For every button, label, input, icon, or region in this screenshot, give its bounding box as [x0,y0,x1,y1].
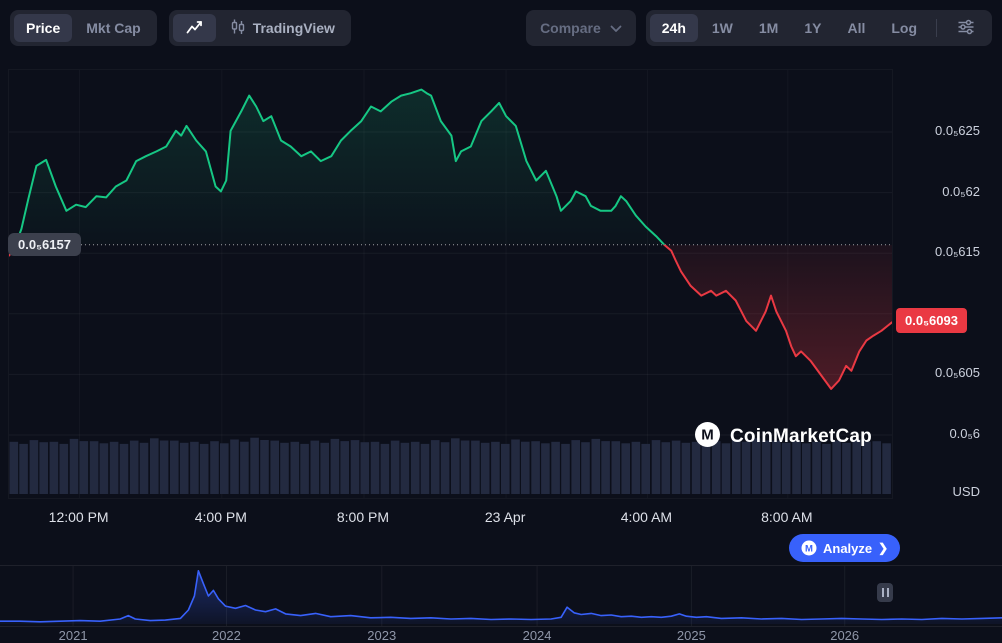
y-axis-label: 0.0₅605 [935,365,980,381]
svg-text:M: M [805,543,813,554]
analyze-button[interactable]: M Analyze ❯ [789,534,901,562]
toolbar-right: Compare 24h 1W 1M 1Y All Log [526,10,992,46]
chart-settings-button[interactable] [944,14,988,42]
range-navigator[interactable] [0,565,1002,627]
chart-type-toggle: TradingView [168,10,351,46]
open-price-badge: 0.0₅6157 [8,233,81,256]
tradingview-button[interactable]: TradingView [218,14,347,42]
toolbar-divider [936,19,937,37]
last-price-badge: 0.0₅6093 [896,308,967,333]
log-scale-toggle[interactable]: Log [879,14,929,42]
range-1w[interactable]: 1W [700,14,745,42]
range-selector-group: 24h 1W 1M 1Y All Log [645,10,992,46]
analyze-logo-icon: M [801,540,817,556]
year-axis-label: 2026 [830,628,860,643]
price-chart-canvas[interactable] [9,70,892,498]
chevron-down-icon [610,20,622,36]
range-1y[interactable]: 1Y [792,14,833,42]
range-navigator-canvas[interactable] [0,566,1002,626]
range-handle[interactable] [877,583,893,602]
coinmarketcap-logo-icon: M [694,421,721,453]
price-mktcap-toggle: Price Mkt Cap [10,10,157,46]
x-axis-label: 8:00 AM [761,509,813,525]
chevron-right-icon: ❯ [878,541,889,555]
x-axis-label: 8:00 PM [336,509,390,525]
sliders-icon [957,18,975,39]
line-chart-icon [186,19,203,38]
mkt-cap-tab[interactable]: Mkt Cap [74,14,152,42]
range-24h[interactable]: 24h [649,14,698,42]
watermark-label: CoinMarketCap [730,426,872,447]
price-tab[interactable]: Price [14,14,73,42]
x-axis-label: 4:00 PM [194,509,247,525]
x-axis-label: 12:00 PM [48,509,109,525]
main-chart-plot[interactable] [8,69,893,499]
line-chart-button[interactable] [172,14,216,42]
chart-toolbar: Price Mkt Cap [10,10,992,46]
currency-unit-label: USD [952,484,980,499]
year-axis-label: 2025 [676,628,706,643]
y-axis-label: 0.0₅625 [935,123,980,138]
analyze-label: Analyze [823,540,873,556]
candlestick-icon [230,18,246,38]
compare-label: Compare [540,20,601,36]
y-axis-label: 0.0₅6 [949,426,980,441]
range-1m[interactable]: 1M [747,14,790,42]
compare-dropdown[interactable]: Compare [526,10,636,46]
tradingview-label: TradingView [252,20,335,36]
year-axis-label: 2021 [58,628,88,643]
svg-text:M: M [701,427,714,444]
coinmarketcap-watermark: M CoinMarketCap [694,421,872,453]
y-axis-label: 0.0₅615 [935,244,980,260]
y-axis-label: 0.0₅62 [942,183,980,199]
year-axis-label: 2022 [211,628,241,643]
range-all[interactable]: All [835,14,877,42]
year-axis-label: 2023 [367,628,397,643]
year-axis-label: 2024 [522,628,552,643]
x-axis-label: 23 Apr [484,509,526,525]
x-axis-label: 4:00 AM [620,509,673,525]
